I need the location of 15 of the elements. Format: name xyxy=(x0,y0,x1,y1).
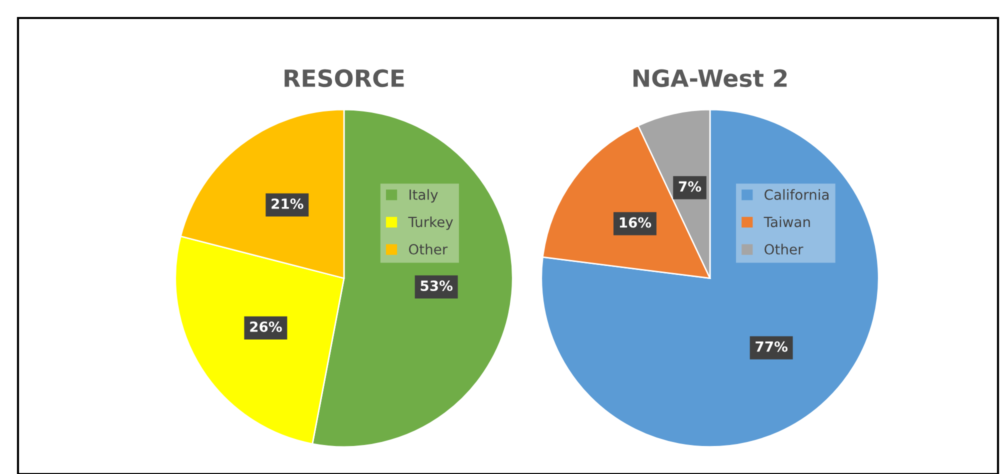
data-label: 16% xyxy=(620,217,652,228)
legend-label: Turkey xyxy=(408,216,453,230)
legend-label: Italy xyxy=(410,189,438,203)
legend-label: California xyxy=(764,189,829,200)
data-label: 21% xyxy=(272,198,304,209)
data-label: 26% xyxy=(250,321,282,332)
pie-slice xyxy=(540,108,880,448)
legend-label: Other xyxy=(408,244,448,255)
data-label: 7% xyxy=(678,181,702,192)
chart-title: RESORCE xyxy=(284,69,404,88)
chart-title: NGA-West 2 xyxy=(634,69,787,88)
data-label: 77% xyxy=(756,341,788,352)
data-label: 53% xyxy=(420,280,453,291)
legend-label: Other xyxy=(764,244,804,255)
legend-label: Taiwan xyxy=(764,216,810,228)
